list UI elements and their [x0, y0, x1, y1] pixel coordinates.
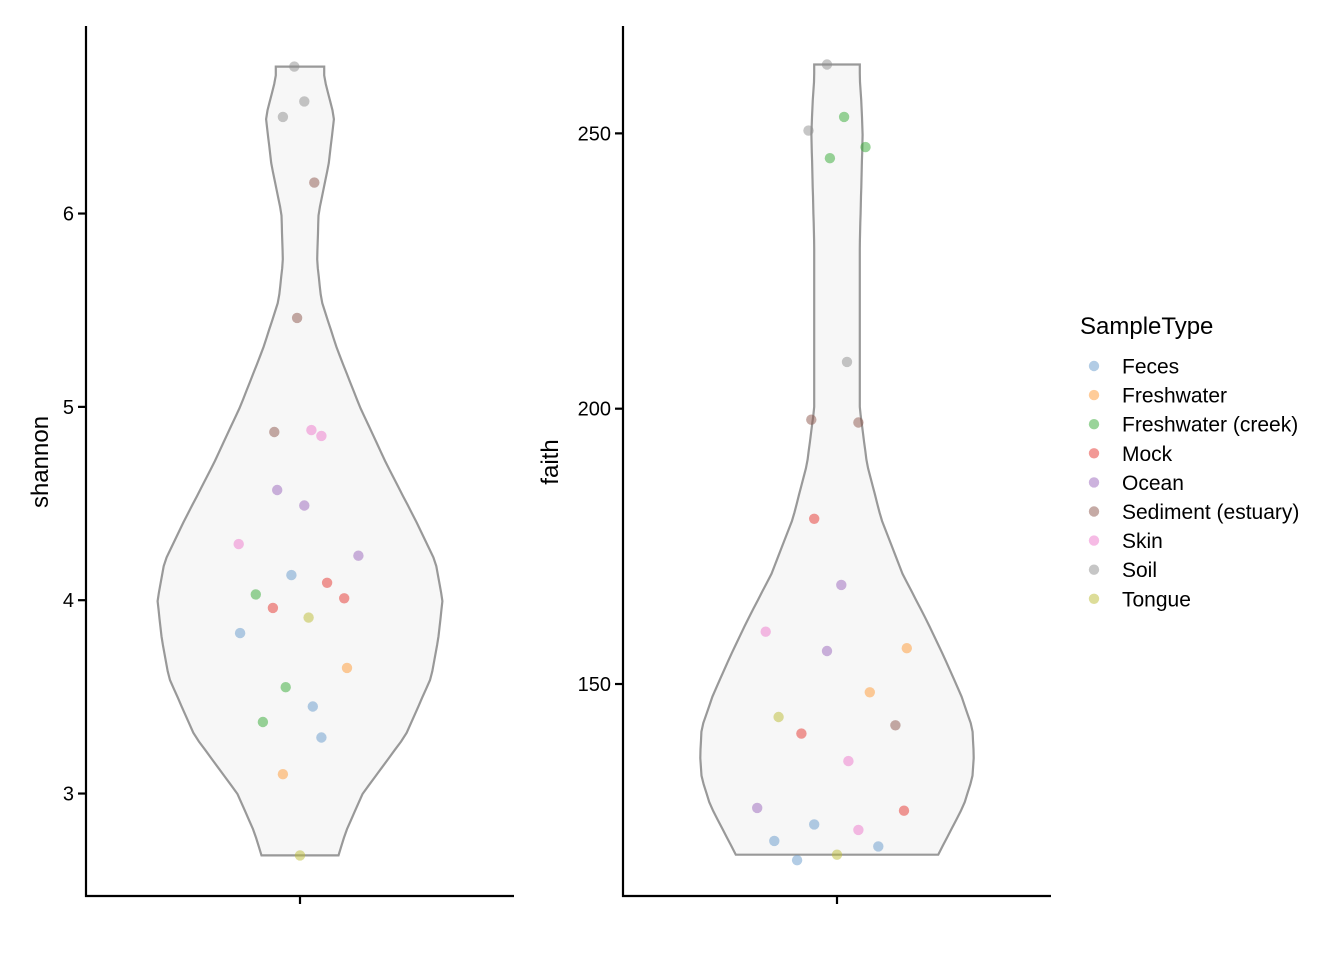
shannon-point [353, 550, 364, 561]
legend-key [1088, 506, 1100, 517]
faith-point [853, 824, 864, 836]
faith-point [791, 855, 803, 866]
shannon-point [294, 850, 306, 861]
shannon-point [257, 716, 269, 728]
legend-label: Mock [1122, 443, 1173, 466]
legend-label: Ocean [1122, 472, 1184, 495]
faith-axis-title: faith [537, 439, 564, 484]
faith-point [836, 579, 847, 591]
faith-point [824, 153, 836, 164]
legend-key [1088, 593, 1100, 604]
faith-point [806, 414, 817, 425]
shannon-point [307, 701, 318, 712]
legend-title: SampleType [1080, 313, 1213, 340]
faith-y-tick-label: 150 [578, 674, 611, 696]
faith-point [853, 417, 864, 428]
faith-point [873, 841, 884, 852]
legend-key [1088, 564, 1100, 575]
faith-y-tick-label: 250 [578, 123, 611, 145]
faith-point [803, 125, 814, 136]
faith-violin [699, 63, 975, 856]
shannon-point [277, 111, 289, 123]
shannon-point [234, 627, 246, 639]
legend-label: Tongue [1122, 588, 1191, 611]
legend-key [1088, 477, 1100, 488]
faith-point [809, 513, 820, 524]
legend-key [1088, 419, 1100, 430]
shannon-point [316, 732, 327, 743]
shannon-point [306, 424, 317, 436]
shannon-point [309, 177, 320, 188]
legend-label: Soil [1122, 559, 1157, 582]
shannon-point [286, 569, 297, 581]
shannon-point [267, 602, 279, 614]
shannon-point [277, 769, 289, 780]
faith-point [864, 687, 875, 698]
shannon-point [233, 538, 244, 550]
faith-point [760, 626, 771, 637]
faith-point [821, 59, 833, 70]
faith-point [898, 805, 910, 816]
shannon-point [291, 312, 303, 324]
faith-point [831, 849, 843, 860]
shannon-violin-panel: shannon 3 4 5 6 [27, 26, 514, 904]
shannon-point [321, 577, 333, 588]
shannon-axis-title: shannon [27, 416, 54, 508]
legend-label: Skin [1122, 530, 1163, 553]
faith-point [773, 711, 784, 723]
faith-point [841, 356, 853, 368]
legend-key [1088, 448, 1100, 459]
faith-point [796, 728, 807, 739]
faith-point [752, 802, 763, 814]
shannon-point [316, 430, 327, 442]
faith-point [901, 643, 912, 654]
shannon-y-tick-label: 3 [63, 784, 74, 806]
shannon-y-tick-label: 5 [63, 397, 74, 419]
legend-label: Freshwater (creek) [1122, 414, 1298, 437]
shannon-y-tick-label: 6 [63, 204, 74, 226]
sampletype-legend: SampleType Feces Freshwater Freshwater (cr… [1080, 313, 1299, 611]
shannon-y-tick-label: 4 [63, 590, 74, 612]
shannon-point [269, 426, 280, 438]
shannon-point [339, 593, 350, 604]
faith-point [809, 819, 820, 830]
legend-label: Feces [1122, 356, 1179, 379]
legend-key [1088, 389, 1100, 401]
shannon-point [280, 682, 291, 693]
faith-violin-panel: faith 150 200 250 [537, 26, 1051, 904]
faith-point [821, 645, 833, 657]
legend-key [1088, 535, 1100, 546]
shannon-point [250, 589, 261, 600]
shannon-point [289, 61, 300, 72]
shannon-point [299, 500, 310, 511]
legend-label: Freshwater [1122, 385, 1227, 408]
legend-label: Sediment (estuary) [1122, 501, 1299, 524]
shannon-point [272, 484, 283, 496]
legend-key [1088, 360, 1100, 372]
faith-point [838, 111, 850, 123]
faith-point [890, 720, 901, 731]
faith-point [769, 835, 780, 847]
shannon-violin [156, 65, 444, 857]
shannon-point [341, 662, 353, 674]
shannon-point [303, 612, 314, 623]
faith-point [843, 755, 854, 767]
shannon-point [299, 96, 310, 107]
faith-point [860, 141, 871, 153]
faith-y-tick-label: 200 [578, 399, 611, 421]
